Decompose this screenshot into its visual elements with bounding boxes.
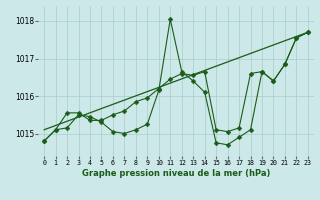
X-axis label: Graphe pression niveau de la mer (hPa): Graphe pression niveau de la mer (hPa) <box>82 169 270 178</box>
